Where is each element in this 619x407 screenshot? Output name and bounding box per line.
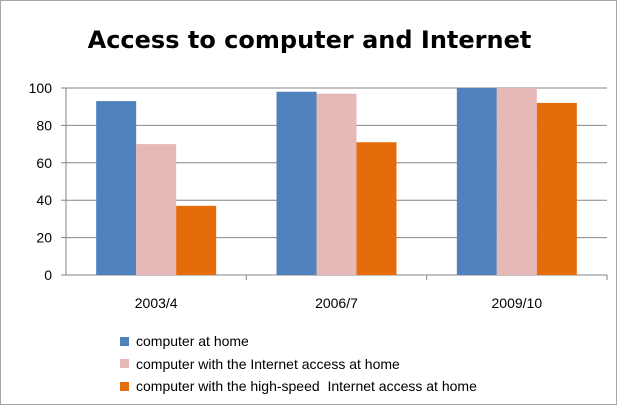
chart-legend: computer at home computer with the Intern… bbox=[120, 330, 477, 398]
bar bbox=[456, 88, 497, 275]
y-tick-label: 20 bbox=[36, 230, 52, 246]
bar bbox=[496, 88, 537, 275]
bar bbox=[96, 101, 137, 275]
y-tick-label: 0 bbox=[44, 267, 52, 283]
x-tick-label: 2006/7 bbox=[315, 295, 358, 311]
legend-label: computer with the Internet access at hom… bbox=[136, 355, 400, 372]
legend-item: computer with the Internet access at hom… bbox=[120, 353, 477, 376]
legend-label: computer with the high-speed Internet ac… bbox=[136, 378, 477, 395]
bar bbox=[176, 205, 217, 275]
chart-title: Access to computer and Internet bbox=[87, 26, 532, 54]
legend-swatch bbox=[120, 359, 129, 369]
y-tick-label: 60 bbox=[36, 155, 52, 171]
legend-item: computer at home bbox=[120, 330, 477, 353]
bar bbox=[276, 91, 317, 276]
bar bbox=[316, 93, 357, 275]
legend-label: computer at home bbox=[136, 333, 249, 350]
legend-swatch bbox=[120, 381, 129, 391]
legend-item: computer with the high-speed Internet ac… bbox=[120, 375, 477, 398]
y-tick-label: 80 bbox=[36, 117, 52, 133]
legend-swatch bbox=[120, 336, 129, 346]
bar bbox=[536, 102, 577, 276]
bar bbox=[356, 142, 397, 275]
x-tick-label: 2003/4 bbox=[135, 295, 178, 311]
bar bbox=[136, 144, 177, 275]
y-tick-label: 40 bbox=[36, 192, 52, 208]
x-tick-label: 2009/10 bbox=[492, 295, 543, 311]
y-tick-label: 100 bbox=[29, 80, 53, 96]
